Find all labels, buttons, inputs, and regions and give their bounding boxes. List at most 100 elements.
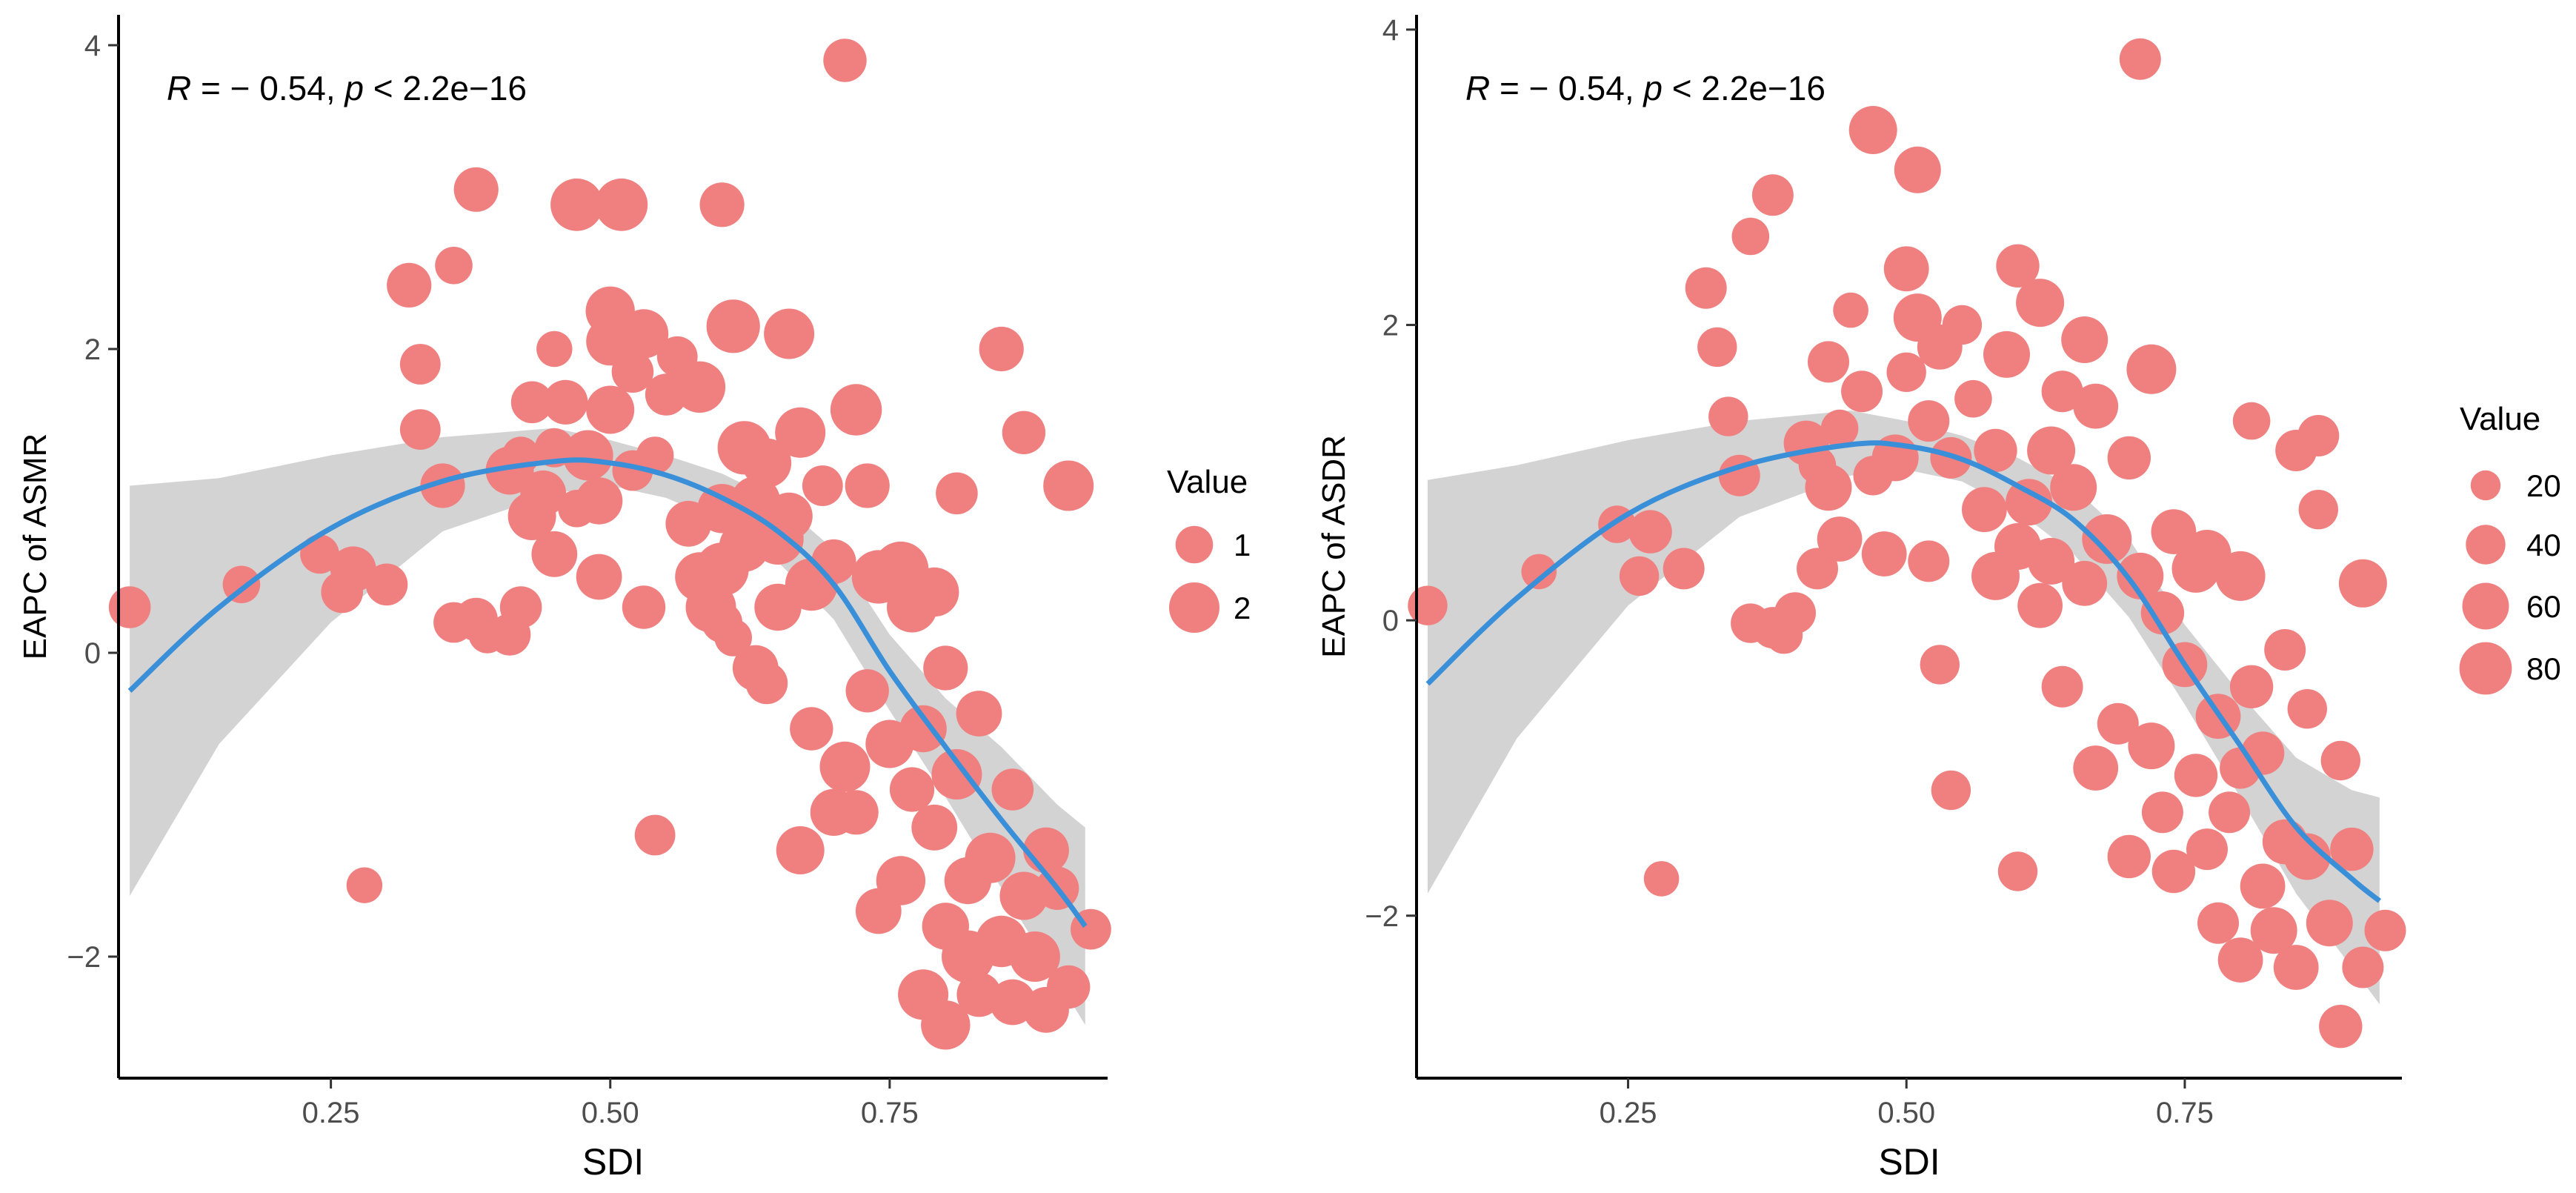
data-point bbox=[745, 662, 788, 705]
data-point bbox=[300, 534, 339, 574]
data-point bbox=[636, 436, 674, 474]
data-point bbox=[1797, 548, 1838, 590]
data-point bbox=[706, 299, 760, 353]
data-point bbox=[330, 546, 376, 593]
data-point bbox=[2298, 490, 2338, 530]
data-point bbox=[1047, 965, 1091, 1009]
data-point bbox=[108, 586, 151, 628]
data-point bbox=[576, 554, 622, 600]
legend-label: 20 bbox=[2526, 468, 2561, 503]
data-point bbox=[979, 326, 1024, 372]
data-point bbox=[435, 247, 473, 285]
legend-key bbox=[1169, 582, 1219, 633]
data-point bbox=[586, 385, 635, 434]
data-point bbox=[2119, 38, 2161, 80]
data-point bbox=[1908, 540, 1950, 582]
data-point bbox=[1774, 592, 1816, 634]
legend-key bbox=[2466, 525, 2506, 565]
data-point bbox=[1894, 146, 1941, 193]
data-point bbox=[1996, 244, 2040, 288]
correlation-annotation: R = − 0.54, p < 2.2e−16 bbox=[1465, 69, 1826, 107]
data-point bbox=[1841, 370, 1883, 413]
y-tick-label: 2 bbox=[1382, 310, 1399, 342]
data-point bbox=[1685, 267, 1727, 309]
data-point bbox=[742, 438, 792, 488]
x-tick-label: 0.50 bbox=[582, 1097, 639, 1129]
data-point bbox=[2174, 754, 2218, 797]
data-point bbox=[2197, 902, 2239, 944]
data-point bbox=[2062, 560, 2108, 606]
data-point bbox=[1023, 827, 1069, 874]
data-point bbox=[399, 409, 441, 450]
data-point bbox=[833, 790, 879, 835]
data-point bbox=[2117, 552, 2164, 599]
data-point bbox=[1883, 246, 1929, 292]
data-point bbox=[845, 463, 890, 508]
data-point bbox=[1908, 400, 1950, 442]
data-point bbox=[1861, 531, 1907, 576]
data-point bbox=[765, 492, 813, 540]
data-point bbox=[2217, 937, 2263, 983]
chart-panel-1: 0.25 0.50 0.75 −2 0 2 4 SDI EAPC of ASMR R = − 0.… bbox=[17, 15, 1251, 1183]
data-point bbox=[1974, 428, 2017, 473]
data-point bbox=[1848, 106, 1897, 154]
data-point bbox=[1886, 352, 1926, 392]
data-point bbox=[453, 167, 499, 212]
x-tick-label: 0.25 bbox=[302, 1097, 360, 1129]
data-point bbox=[1833, 292, 1868, 328]
data-point bbox=[1663, 548, 1705, 590]
data-point bbox=[1009, 931, 1060, 982]
legend-key bbox=[2470, 470, 2501, 501]
data-point bbox=[1708, 396, 1748, 436]
data-point bbox=[936, 472, 978, 515]
data-point bbox=[2006, 479, 2053, 526]
data-point bbox=[1954, 379, 1992, 418]
data-point bbox=[965, 832, 1016, 883]
chart-panel-2: 0.25 0.50 0.75 −2 0 2 4 SDI EAPC of ASDR R = − 0.… bbox=[1316, 14, 2561, 1183]
data-point bbox=[531, 531, 578, 577]
data-point bbox=[2041, 665, 2083, 708]
x-axis-title: SDI bbox=[582, 1141, 644, 1183]
legend-title: Value bbox=[2460, 401, 2540, 437]
data-point bbox=[1619, 556, 1660, 596]
data-point bbox=[775, 407, 826, 458]
legend-label: 1 bbox=[1234, 528, 1251, 562]
data-point bbox=[420, 463, 465, 508]
data-point bbox=[714, 619, 752, 657]
data-point bbox=[2232, 402, 2271, 440]
size-legend: Value 20 40 60 80 bbox=[2459, 401, 2561, 695]
data-point bbox=[1962, 487, 2007, 533]
x-tick-label: 0.75 bbox=[2156, 1097, 2214, 1129]
legend-label: 80 bbox=[2526, 651, 2561, 686]
data-point bbox=[619, 309, 669, 359]
data-point bbox=[2283, 833, 2331, 880]
data-point bbox=[899, 705, 947, 753]
data-point bbox=[2151, 849, 2196, 894]
data-point bbox=[2264, 629, 2306, 671]
data-point bbox=[562, 430, 613, 481]
data-point bbox=[911, 804, 958, 851]
data-point bbox=[1808, 341, 1849, 383]
data-point bbox=[956, 691, 1002, 737]
data-point bbox=[2028, 537, 2075, 585]
data-point bbox=[1920, 645, 1960, 685]
data-point bbox=[2097, 702, 2139, 745]
data-point bbox=[1002, 411, 1046, 454]
y-tick-label: 4 bbox=[1382, 14, 1399, 47]
data-point bbox=[830, 384, 882, 436]
data-point bbox=[776, 826, 825, 874]
data-point bbox=[1942, 305, 1983, 345]
data-point bbox=[2027, 426, 2076, 475]
data-point bbox=[595, 178, 648, 231]
data-point bbox=[2017, 582, 2063, 628]
data-point bbox=[811, 539, 856, 585]
data-point bbox=[1751, 174, 1794, 216]
data-point bbox=[2141, 791, 2183, 834]
y-tick-label: 0 bbox=[84, 637, 101, 670]
data-point bbox=[499, 586, 542, 628]
y-axis-title: EAPC of ASDR bbox=[1316, 435, 1352, 658]
y-tick-label: 0 bbox=[1382, 605, 1399, 637]
data-point bbox=[764, 308, 815, 359]
data-point bbox=[1931, 770, 1971, 811]
